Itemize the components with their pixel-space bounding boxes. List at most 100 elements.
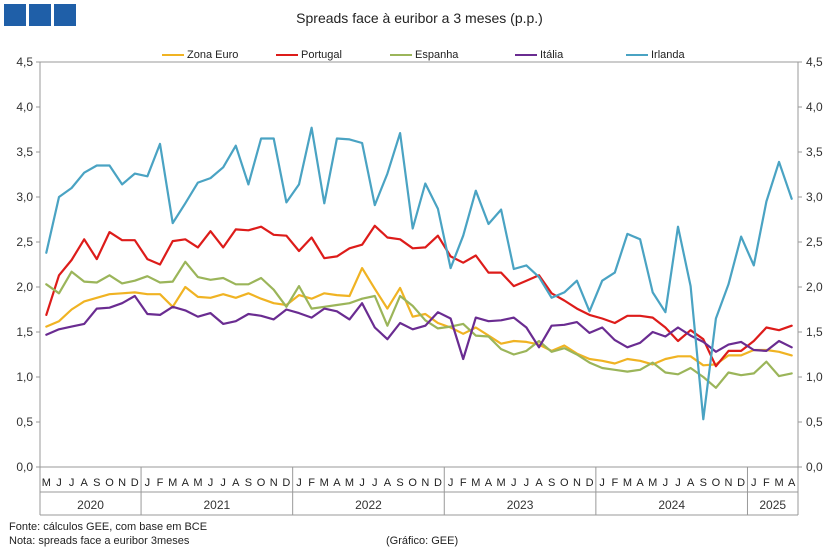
series-line-espanha [45,260,793,389]
y-tick-label-right: 1,0 [806,370,823,384]
legend-label: Zona Euro [187,49,239,61]
x-month-label: F [308,477,315,489]
legend-item: Espanha [390,49,458,61]
x-month-label: J [372,477,378,489]
y-tick-label-right: 2,5 [806,235,823,249]
x-month-label: A [636,477,644,489]
x-month-label: O [105,477,114,489]
x-month-label: J [208,477,214,489]
x-month-label: M [320,477,329,489]
x-month-label: J [751,477,757,489]
x-month-label: F [763,477,770,489]
x-month-label: D [586,477,594,489]
source-note: Fonte: cálculos GEE, com base em BCE [9,521,208,533]
y-tick-label-right: 0,0 [806,460,823,474]
x-month-label: F [460,477,467,489]
x-month-label: D [737,477,745,489]
y-tick-label-left: 2,0 [16,280,33,294]
x-month-label: N [421,477,429,489]
x-month-label: S [700,477,707,489]
x-month-label: J [69,477,75,489]
logo-square [29,4,51,26]
x-month-label: J [56,477,62,489]
x-month-label: J [675,477,681,489]
y-tick-label-left: 0,5 [16,415,33,429]
x-month-label: M [497,477,506,489]
y-tick-label-left: 1,5 [16,325,33,339]
x-month-label: M [193,477,202,489]
series-line-itlia [45,294,793,361]
x-month-label: M [345,477,354,489]
x-month-label: A [182,477,190,489]
legend-label: Espanha [415,49,459,61]
y-tick-label-left: 3,5 [16,145,33,159]
x-month-label: J [145,477,151,489]
x-month-label: A [81,477,89,489]
x-month-label: O [408,477,417,489]
x-month-label: J [663,477,669,489]
y-tick-label-right: 3,0 [806,190,823,204]
gee-logo [4,4,76,26]
x-month-label: S [548,477,555,489]
series-line-irlanda [45,126,793,421]
x-month-label: A [485,477,493,489]
x-month-label: O [712,477,721,489]
legend-swatch [515,54,537,56]
x-month-label: J [524,477,530,489]
y-tick-label-left: 4,0 [16,100,33,114]
series-line-zonaeuro [45,267,793,367]
x-month-label: A [535,477,543,489]
y-tick-label-left: 2,5 [16,235,33,249]
x-month-label: J [511,477,517,489]
x-month-label: J [220,477,226,489]
legend-item: Zona Euro [162,49,238,61]
x-month-label: A [384,477,392,489]
logo-square [54,4,76,26]
x-month-label: J [296,477,302,489]
x-month-label: J [599,477,605,489]
x-month-label: S [93,477,100,489]
legend-swatch [626,54,648,56]
x-month-label: N [573,477,581,489]
chart-credit: (Gráfico: GEE) [386,535,459,547]
x-year-label: 2022 [355,498,382,512]
legend-swatch [162,54,184,56]
x-month-label: M [774,477,783,489]
x-month-label: F [157,477,164,489]
y-tick-label-right: 4,5 [806,55,823,69]
x-year-label: 2025 [759,498,786,512]
legend-label: Portugal [301,49,342,61]
x-month-label: A [333,477,341,489]
x-month-label: S [396,477,403,489]
x-month-label: A [788,477,796,489]
x-month-label: D [282,477,290,489]
logo-square [4,4,26,26]
x-month-label: S [245,477,252,489]
legend-swatch [276,54,298,56]
x-month-label: D [131,477,139,489]
legend-swatch [390,54,412,56]
x-month-label: N [725,477,733,489]
chart-title: Spreads face à euribor a 3 meses (p.p.) [296,10,543,26]
series-line-portugal [45,224,793,368]
legend-label: Itália [540,49,564,61]
legend-label: Irlanda [651,49,685,61]
y-tick-label-right: 2,0 [806,280,823,294]
x-month-label: J [448,477,454,489]
x-month-label: D [434,477,442,489]
x-month-label: M [648,477,657,489]
x-month-label: A [232,477,240,489]
x-year-label: 2020 [77,498,104,512]
y-tick-label-right: 4,0 [806,100,823,114]
x-month-label: O [560,477,569,489]
legend-item: Irlanda [626,49,685,61]
chart-legend: Zona Euro Portugal Espanha Itália Irlanda [0,49,839,65]
x-year-label: 2024 [658,498,685,512]
plot-frame [39,61,799,468]
y-tick-label-left: 0,0 [16,460,33,474]
y-tick-label-right: 3,5 [806,145,823,159]
x-year-label: 2021 [204,498,231,512]
x-year-label: 2023 [507,498,534,512]
y-tick-label-left: 1,0 [16,370,33,384]
